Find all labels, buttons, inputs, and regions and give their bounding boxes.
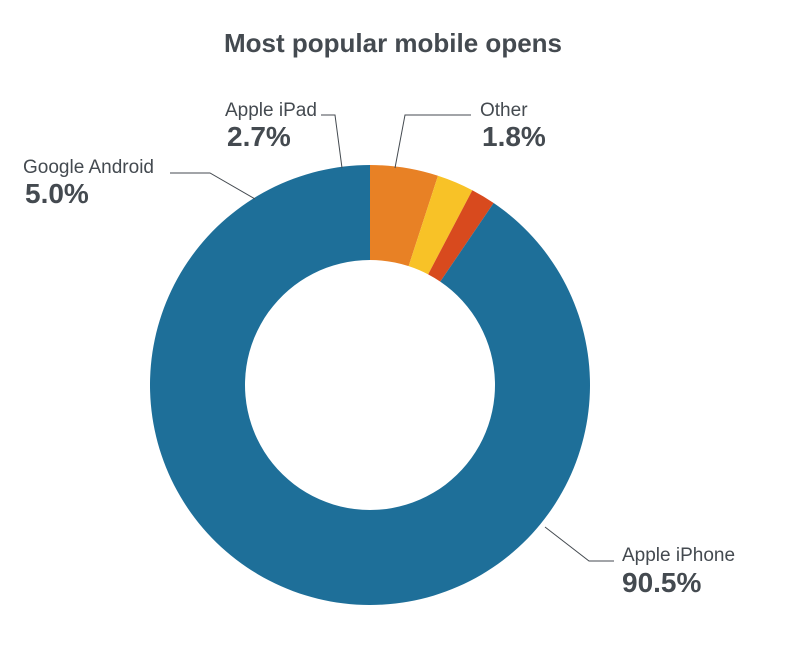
slice-label-name: Google Android — [23, 157, 154, 179]
slice-label-name: Other — [480, 100, 528, 122]
slice-label-value: 1.8% — [482, 121, 546, 153]
leader-line — [395, 115, 471, 168]
leader-line — [321, 115, 342, 168]
donut-slice — [150, 165, 590, 605]
slice-label-name: Apple iPhone — [622, 545, 735, 567]
donut-chart: Most popular mobile opens Google Android… — [0, 0, 786, 651]
slice-label-value: 5.0% — [25, 178, 89, 210]
slice-label-value: 2.7% — [227, 121, 291, 153]
slice-label-value: 90.5% — [622, 567, 701, 599]
slice-label-name: Apple iPad — [225, 100, 317, 122]
leader-line — [545, 527, 614, 561]
leader-line — [170, 173, 255, 199]
chart-title: Most popular mobile opens — [0, 28, 786, 59]
